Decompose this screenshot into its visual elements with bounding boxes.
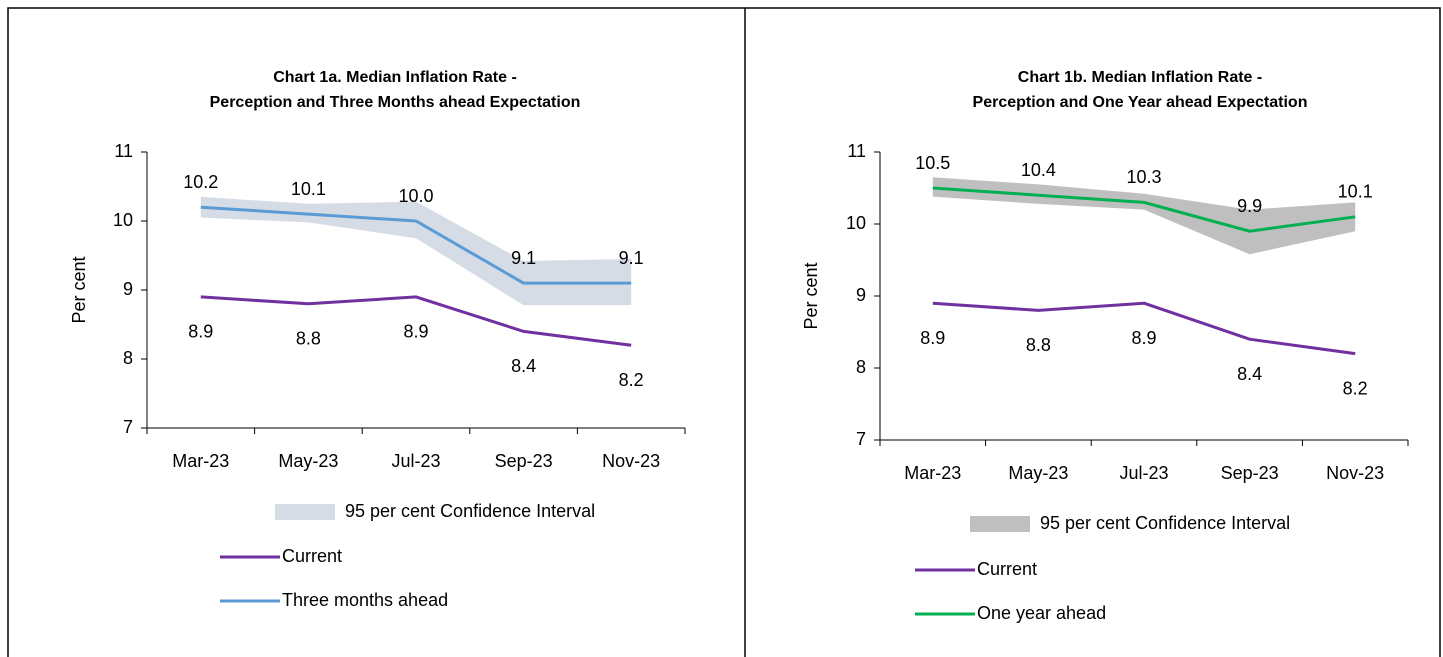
y-tick-label: 11 — [114, 141, 133, 161]
data-label: 10.0 — [398, 186, 433, 206]
y-tick-label: 10 — [113, 210, 133, 230]
legend-label: 95 per cent Confidence Interval — [345, 501, 595, 521]
legend-label: Current — [977, 559, 1037, 579]
data-label: 10.1 — [291, 179, 326, 199]
series-line — [932, 301, 1356, 356]
data-label: 8.4 — [1237, 364, 1262, 384]
data-label: 8.8 — [1026, 335, 1051, 355]
data-label: 9.1 — [511, 248, 536, 268]
chart-title: Chart 1b. Median Inflation Rate - — [1018, 69, 1262, 86]
data-label: 8.9 — [188, 322, 213, 342]
y-tick-label: 7 — [123, 417, 133, 437]
data-label: 8.8 — [296, 329, 321, 349]
x-tick-label: Sep-23 — [495, 451, 553, 471]
data-label: 10.3 — [1126, 167, 1161, 187]
y-tick-label: 10 — [846, 213, 866, 233]
legend-swatch — [275, 504, 335, 520]
data-label: 10.1 — [1338, 182, 1373, 202]
y-tick-label: 11 — [847, 141, 866, 161]
y-axis-label: Per cent — [69, 256, 89, 323]
y-tick-label: 7 — [856, 429, 866, 449]
y-axis-label: Per cent — [801, 262, 821, 329]
series-line — [932, 186, 1356, 233]
y-tick-label: 9 — [123, 279, 133, 299]
x-tick-label: May-23 — [278, 451, 338, 471]
chart-title: Chart 1a. Median Inflation Rate - — [273, 69, 517, 86]
data-label: 9.1 — [619, 248, 644, 268]
legend-label: Three months ahead — [282, 590, 448, 610]
data-label: 8.9 — [920, 328, 945, 348]
x-tick-label: Nov-23 — [1326, 463, 1384, 483]
data-label: 8.2 — [1343, 378, 1368, 398]
data-label: 10.4 — [1021, 160, 1056, 180]
chart-title: Perception and One Year ahead Expectatio… — [973, 94, 1308, 111]
chart-title: Perception and Three Months ahead Expect… — [210, 94, 581, 111]
x-tick-label: Nov-23 — [602, 451, 660, 471]
data-label: 8.4 — [511, 356, 536, 376]
y-tick-label: 8 — [123, 348, 133, 368]
data-label: 8.2 — [619, 370, 644, 390]
legend-label: Current — [282, 546, 342, 566]
x-tick-label: Sep-23 — [1221, 463, 1279, 483]
data-label: 9.9 — [1237, 196, 1262, 216]
legend-label: One year ahead — [977, 603, 1106, 623]
x-tick-label: Jul-23 — [1119, 463, 1168, 483]
y-tick-label: 8 — [856, 357, 866, 377]
legend-swatch — [970, 516, 1030, 532]
data-label: 10.5 — [915, 153, 950, 173]
data-label: 8.9 — [1131, 328, 1156, 348]
data-label: 8.9 — [403, 322, 428, 342]
legend-label: 95 per cent Confidence Interval — [1040, 513, 1290, 533]
x-tick-label: Mar-23 — [904, 463, 961, 483]
series-line — [200, 205, 632, 285]
x-tick-label: Mar-23 — [172, 451, 229, 471]
confidence-band — [200, 196, 632, 306]
y-tick-label: 9 — [856, 285, 866, 305]
x-tick-label: Jul-23 — [391, 451, 440, 471]
x-tick-label: May-23 — [1008, 463, 1068, 483]
series-line — [200, 295, 632, 347]
frame — [7, 7, 1441, 657]
data-label: 10.2 — [183, 172, 218, 192]
confidence-band — [932, 177, 1356, 255]
